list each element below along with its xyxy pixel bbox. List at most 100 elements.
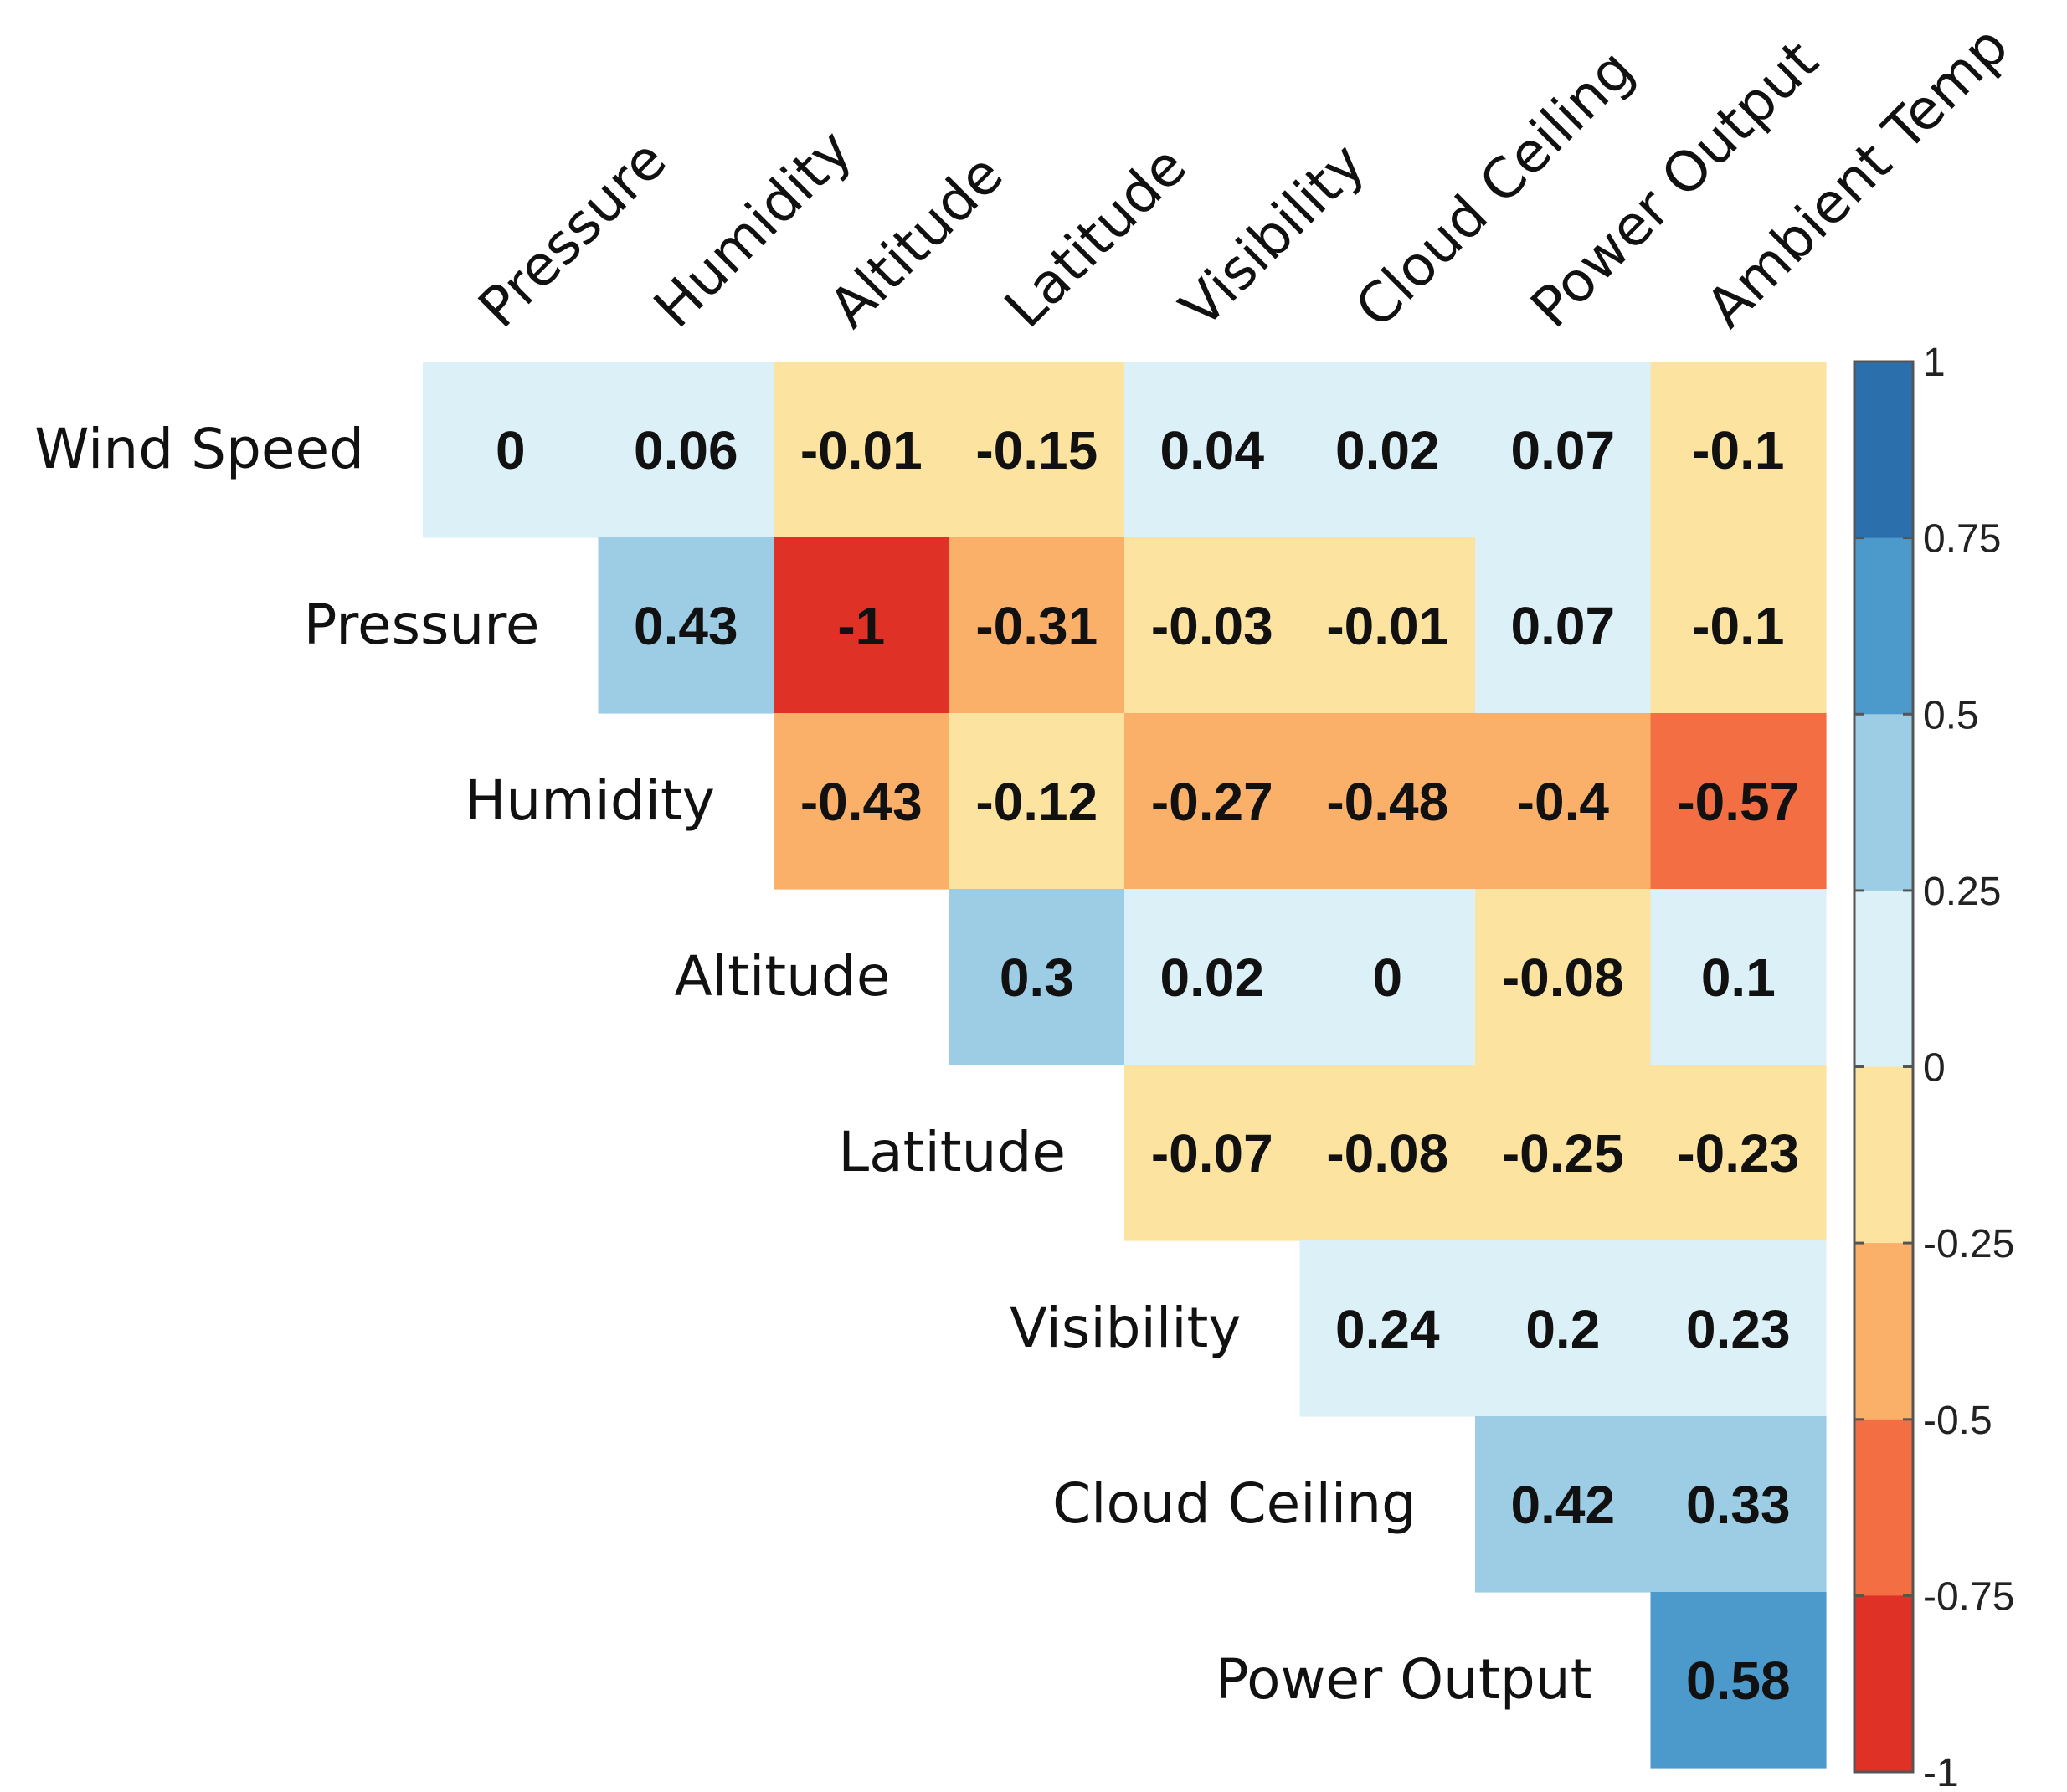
heatmap-cell	[1124, 713, 1301, 890]
row-labels: Wind Speed Pressure Humidity Altitude Latitu…	[34, 417, 1591, 1712]
colorbar-tick-label: -1	[1923, 1751, 1959, 1792]
cell-value-label: 0.02	[1335, 420, 1440, 480]
heatmap-cell	[1299, 362, 1476, 538]
cell-value-label: -0.08	[1502, 947, 1624, 1008]
column-label: Visibility	[1168, 131, 1377, 340]
heatmap-cell	[1299, 1240, 1476, 1417]
cell-value-label: 0.24	[1335, 1299, 1440, 1359]
colorbar-tick-label: 0.25	[1923, 870, 2001, 914]
cell-value-label: -0.57	[1677, 772, 1799, 832]
colorbar-tick-label: 0	[1923, 1046, 1946, 1091]
heatmap-cell	[1475, 1065, 1652, 1241]
colorbar-bin	[1854, 1419, 1913, 1596]
cell-value-label: 0.2	[1525, 1299, 1600, 1359]
heatmap-cell	[1299, 713, 1476, 890]
cell-value-label: 0.06	[634, 420, 738, 480]
row-label: Pressure	[304, 593, 540, 657]
cell-value-label: -0.12	[975, 772, 1098, 832]
cell-value-label: -0.01	[800, 420, 923, 480]
colorbar-tick-label: -0.25	[1923, 1222, 2014, 1266]
heatmap-cell	[1124, 1065, 1301, 1241]
cell-value-label: 0.02	[1160, 947, 1265, 1008]
cell-value-label: -0.4	[1517, 772, 1610, 832]
cell-value-label: 0.07	[1511, 420, 1616, 480]
colorbar-tick-label: 0.75	[1923, 517, 2001, 562]
heatmap-cell	[1650, 537, 1827, 714]
colorbar-tick-label: 1	[1923, 341, 1946, 385]
cell-value-label: -0.03	[1151, 596, 1273, 656]
heatmap-cell	[774, 362, 950, 538]
heatmap-cell	[1299, 1065, 1476, 1241]
column-label: Ambient Temp	[1694, 13, 2020, 340]
row-label: Latitude	[838, 1120, 1066, 1184]
cell-value-label: -1	[837, 596, 885, 656]
heatmap-cell	[1475, 362, 1652, 538]
cell-value-label: 0.58	[1686, 1651, 1791, 1711]
heatmap-cell	[949, 362, 1125, 538]
row-label: Wind Speed	[34, 417, 364, 481]
heatmap-cell	[1124, 889, 1301, 1065]
cell-value-label: 0.1	[1701, 947, 1776, 1008]
cell-value-label: -0.07	[1151, 1123, 1273, 1184]
row-label: Cloud Ceiling	[1052, 1471, 1417, 1536]
cell-value-label: 0.42	[1511, 1475, 1616, 1535]
heatmap-cell	[1650, 713, 1827, 890]
colorbar: 1 0.75 0.5 0.25 0 -0.25 -0.5 -0.75 -1	[1853, 341, 2014, 1792]
column-label: Pressure	[466, 128, 679, 341]
heatmap-cell	[1650, 1240, 1827, 1417]
heatmap-cells	[423, 362, 1827, 1769]
row-label: Humidity	[465, 768, 715, 833]
heatmap-cell	[1124, 537, 1301, 714]
cell-value-label: -0.08	[1326, 1123, 1448, 1184]
heatmap-cell	[949, 713, 1125, 890]
heatmap-cell	[949, 889, 1125, 1065]
cell-value-label: -0.27	[1151, 772, 1273, 832]
heatmap-cell	[1650, 889, 1827, 1065]
cell-value-label: -0.31	[975, 596, 1098, 656]
cell-value-label: 0	[1373, 947, 1403, 1008]
cell-value-label: 0.07	[1511, 596, 1616, 656]
cell-value-label: 0.33	[1686, 1475, 1791, 1535]
heatmap-cell	[774, 537, 950, 714]
cell-value-label: -0.48	[1326, 772, 1448, 832]
row-label: Power Output	[1216, 1647, 1592, 1712]
column-label: Latitude	[992, 134, 1199, 341]
heatmap-cell	[1299, 889, 1476, 1065]
heatmap-cell	[774, 713, 950, 890]
column-labels: PressureHumidityAltitudeLatitudeVisibili…	[466, 13, 2021, 340]
cell-value-label: -0.25	[1502, 1123, 1624, 1184]
heatmap-cell	[598, 362, 774, 538]
cell-value-label: -0.01	[1326, 596, 1448, 656]
heatmap-cell	[1475, 537, 1652, 714]
cell-value-label: -0.23	[1677, 1123, 1799, 1184]
heatmap-cell	[598, 537, 774, 714]
heatmap-cell	[1475, 1416, 1652, 1593]
heatmap-cell	[1475, 713, 1652, 890]
heatmap-cell	[1650, 362, 1827, 538]
cell-value-label: 0.43	[634, 596, 738, 656]
colorbar-bin	[1854, 1243, 1913, 1420]
heatmap-cell	[1475, 1240, 1652, 1417]
colorbar-tick-label: -0.75	[1923, 1574, 2014, 1619]
colorbar-bin	[1854, 890, 1913, 1068]
cell-value-label: 0.3	[1000, 947, 1074, 1008]
cell-value-label: -0.1	[1692, 596, 1784, 656]
heatmap-cell	[423, 362, 599, 538]
cell-value-label: 0	[496, 420, 526, 480]
cell-value-label: -0.15	[975, 420, 1098, 480]
heatmap-cell	[1475, 889, 1652, 1065]
heatmap-cell	[949, 537, 1125, 714]
cell-value-label: -0.43	[800, 772, 923, 832]
row-label: Visibility	[1010, 1296, 1242, 1360]
heatmap-cell	[1650, 1065, 1827, 1241]
heatmap-cell	[1650, 1416, 1827, 1593]
heatmap-cell	[1124, 362, 1301, 538]
cell-value-label: 0.23	[1686, 1299, 1791, 1359]
colorbar-tick-label: 0.5	[1923, 693, 1979, 737]
heatmap-cell	[1299, 537, 1476, 714]
colorbar-bin	[1854, 1595, 1913, 1773]
heatmap-value-labels: 0 0.06 -0.01 -0.15 0.04 0.02 0.07 -0.1 0.43 -1 -0.…	[496, 420, 1799, 1711]
colorbar-tick-label: -0.5	[1923, 1399, 1992, 1443]
row-label: Altitude	[675, 944, 891, 1009]
